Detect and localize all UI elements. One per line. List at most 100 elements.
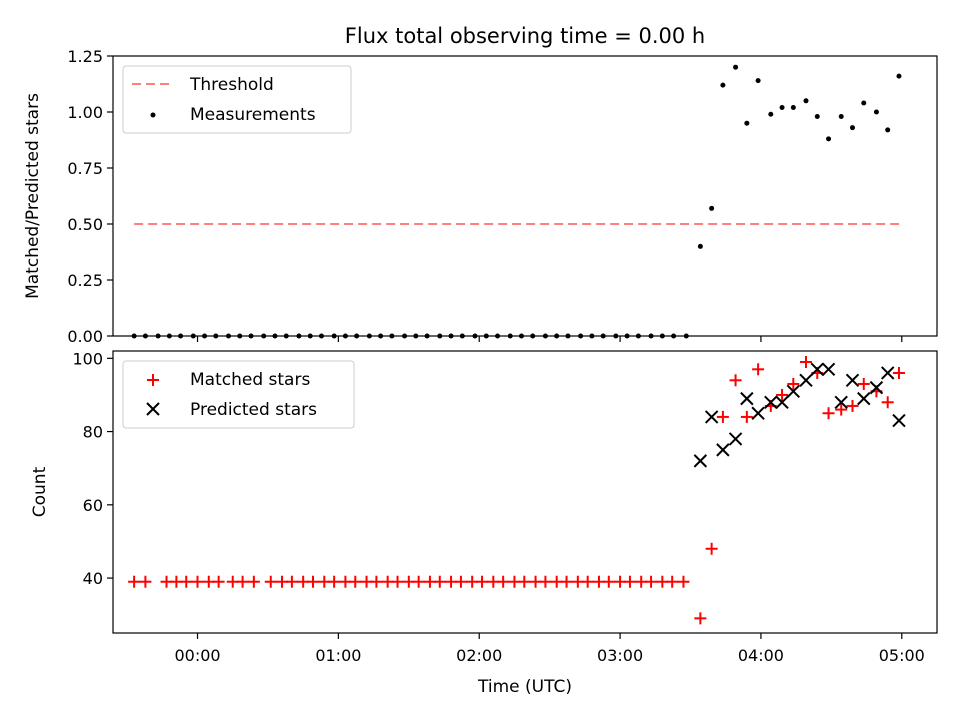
predicted-stars-point bbox=[786, 384, 801, 398]
y-tick-label: 60 bbox=[83, 496, 103, 515]
predicted-stars-legend-label: Predicted stars bbox=[190, 400, 317, 420]
x-axis-label: Time (UTC) bbox=[477, 677, 572, 697]
predicted-stars-point bbox=[751, 406, 765, 420]
predicted-stars-point bbox=[834, 395, 848, 409]
matched-stars-point bbox=[666, 575, 679, 588]
matched-stars-point bbox=[602, 575, 615, 588]
measurement-point bbox=[826, 136, 832, 142]
matched-stars-point bbox=[539, 575, 552, 588]
matched-stars-point bbox=[857, 377, 870, 390]
bottom-legend-box bbox=[122, 360, 355, 429]
matched-stars-point bbox=[787, 377, 800, 390]
predicted-stars-point bbox=[845, 373, 860, 388]
matched-stars-legend-swatch bbox=[147, 374, 159, 386]
matched-stars-point bbox=[846, 399, 859, 412]
matched-stars-point bbox=[247, 575, 260, 588]
top-plot-axes: 0.00 0.25 0.50 0.75 1.00 1.25 bbox=[67, 47, 903, 346]
predicted-stars-point bbox=[775, 395, 789, 409]
y-tick-label: 80 bbox=[83, 423, 103, 442]
measurement-point bbox=[720, 82, 726, 88]
matched-stars-point bbox=[752, 363, 765, 376]
matched-stars-point bbox=[264, 575, 277, 588]
predicted-stars-point bbox=[880, 366, 895, 380]
predicted-stars-point bbox=[693, 454, 708, 468]
matched-stars-point bbox=[328, 575, 341, 588]
predicted-stars-point bbox=[892, 413, 906, 428]
matched-stars-point bbox=[881, 396, 894, 409]
x-tick-label: 05:00 bbox=[879, 646, 925, 665]
matched-stars-point bbox=[191, 575, 204, 588]
predicted-stars-point bbox=[810, 362, 824, 377]
top-plot-frame bbox=[112, 55, 938, 337]
matched-stars-point bbox=[729, 374, 742, 387]
measurement-point bbox=[885, 127, 891, 133]
predicted-stars-point bbox=[821, 362, 836, 377]
top-y-axis-label: Matched/Predicted stars bbox=[23, 93, 43, 299]
predicted-stars-point bbox=[869, 380, 884, 395]
matched-stars-point bbox=[236, 575, 249, 588]
matched-stars-point bbox=[800, 355, 813, 368]
x-tick-label: 01:00 bbox=[315, 646, 361, 665]
measurement-point bbox=[709, 205, 715, 211]
matched-stars-point bbox=[497, 575, 510, 588]
measurement-point bbox=[896, 73, 902, 79]
measurements-legend-swatch bbox=[150, 112, 156, 118]
matched-stars-point bbox=[740, 410, 753, 423]
matched-stars-point bbox=[180, 575, 193, 588]
y-tick-label: 100 bbox=[72, 349, 103, 368]
y-tick-label: 0.50 bbox=[67, 215, 103, 234]
matched-stars-point bbox=[454, 575, 467, 588]
y-tick-label: 0.25 bbox=[67, 271, 103, 290]
x-tick-label: 00:00 bbox=[174, 646, 220, 665]
predicted-stars-point bbox=[764, 395, 778, 409]
matched-stars-point bbox=[212, 575, 225, 588]
measurements-legend-label: Measurements bbox=[190, 105, 316, 125]
matched-stars-point bbox=[349, 575, 362, 588]
measurement-point bbox=[803, 98, 809, 104]
measurement-point bbox=[861, 100, 867, 106]
matched-stars-point bbox=[139, 575, 152, 588]
matched-stars-point bbox=[645, 575, 658, 588]
x-tick-label: 02:00 bbox=[456, 646, 502, 665]
matched-stars-point bbox=[705, 542, 718, 555]
matched-stars-point bbox=[677, 575, 690, 588]
y-tick-label: 1.25 bbox=[67, 47, 103, 66]
matched-stars-point bbox=[285, 575, 298, 588]
matched-stars-point bbox=[835, 403, 848, 416]
x-tick-label: 04:00 bbox=[738, 646, 784, 665]
matched-stars-point bbox=[716, 410, 729, 423]
matched-stars-point bbox=[370, 575, 383, 588]
y-tick-label: 0.00 bbox=[67, 327, 103, 346]
measurement-point bbox=[768, 111, 774, 117]
x-tick-label: 03:00 bbox=[597, 646, 643, 665]
predicted-stars-point bbox=[740, 391, 754, 406]
matched-stars-point bbox=[623, 575, 636, 588]
matched-stars-point bbox=[694, 612, 707, 625]
predicted-stars-point bbox=[716, 443, 730, 457]
matched-stars-point bbox=[822, 407, 835, 420]
matched-stars-point bbox=[307, 575, 320, 588]
measurement-point bbox=[814, 113, 820, 119]
measurement-point bbox=[733, 64, 739, 70]
bottom-plot-marks bbox=[128, 355, 906, 625]
predicted-stars-point bbox=[857, 391, 871, 406]
predicted-stars-point bbox=[728, 432, 743, 446]
measurement-point bbox=[697, 243, 703, 249]
chart-title: Flux total observing time = 0.00 h bbox=[345, 24, 705, 48]
bottom-plot-axes: 40 60 80 100 00:00 01:00 02:00 03:00 04:00 05:00 bbox=[72, 349, 924, 665]
y-tick-label: 0.75 bbox=[67, 159, 103, 178]
matched-stars-point bbox=[776, 388, 789, 401]
matched-stars-point bbox=[581, 575, 594, 588]
matched-stars-point bbox=[391, 575, 404, 588]
matched-stars-point bbox=[892, 366, 905, 379]
predicted-stars-point bbox=[799, 373, 813, 388]
predicted-stars-legend-swatch bbox=[146, 402, 160, 416]
matched-stars-point bbox=[518, 575, 531, 588]
measurement-point bbox=[873, 109, 879, 115]
bottom-y-axis-label: Count bbox=[30, 466, 50, 517]
matched-stars-legend-label: Matched stars bbox=[190, 370, 310, 390]
measurement-point bbox=[744, 120, 750, 126]
measurement-point bbox=[779, 105, 785, 111]
